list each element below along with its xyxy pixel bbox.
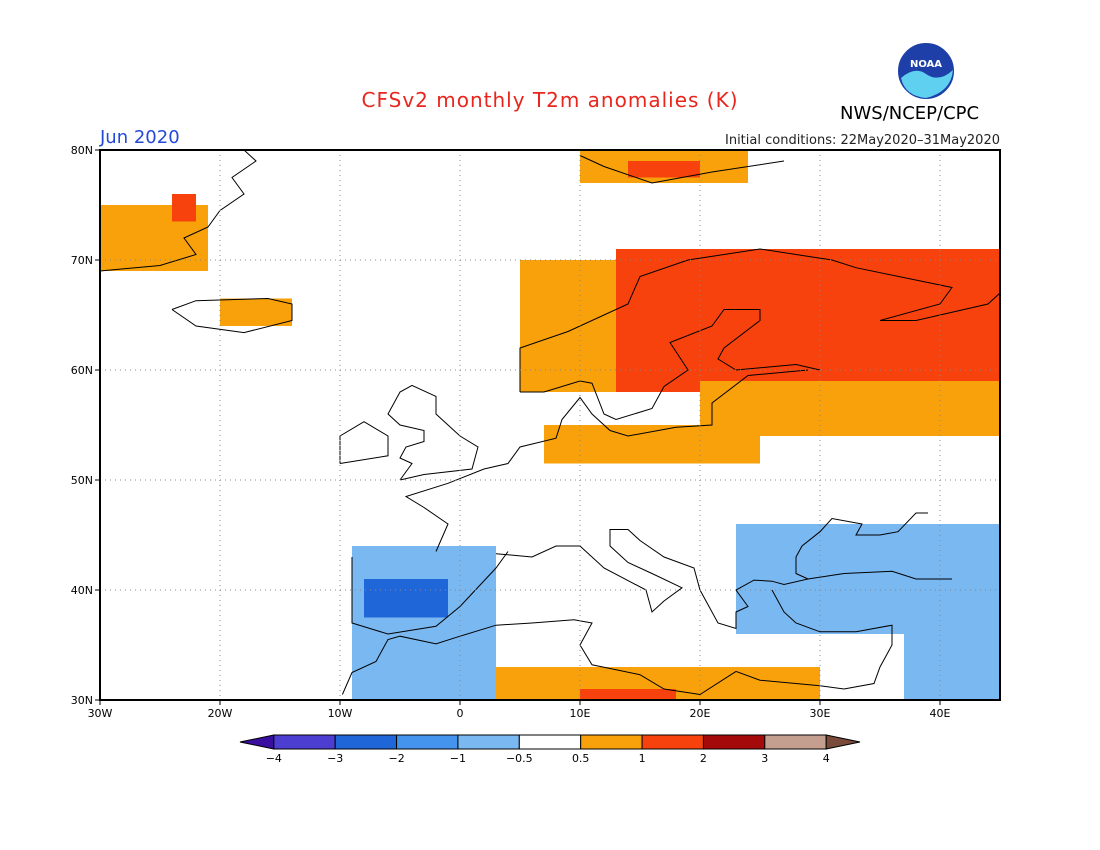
anomaly-region-14 (904, 623, 1000, 700)
agency-label: NWS/NCEP/CPC (840, 103, 980, 124)
coastline-11 (807, 570, 952, 580)
coastline-8 (171, 297, 293, 334)
noaa-logo-icon: NOAA (896, 41, 956, 101)
color-legend: −4 −3 −2 −1 −0.5 0.5 1 2 3 4 (239, 734, 861, 765)
anomaly-region-8 (544, 425, 760, 464)
legend-box (518, 734, 582, 750)
legend-box (580, 734, 643, 750)
lon-tick-label: 10E (570, 707, 591, 720)
coastline-3 (519, 248, 1001, 392)
valid-month: Jun 2020 (100, 127, 180, 148)
lon-tick-label: 40E (930, 707, 951, 720)
legend-tick-label: −2 (388, 752, 404, 765)
lat-tick-label: 50N (71, 474, 93, 487)
lon-tick-label: 10W (328, 707, 353, 720)
legend-tick-label: −4 (266, 752, 282, 765)
lon-tick-label: 20E (690, 707, 711, 720)
coastline-0 (351, 551, 509, 635)
lon-tick-label: 30E (810, 707, 831, 720)
anomaly-fills (100, 150, 1000, 700)
legend-box (641, 734, 704, 750)
anomaly-region-1 (172, 194, 196, 222)
lon-tick-label: 30W (88, 707, 113, 720)
legend-tick-label: −3 (327, 752, 343, 765)
coastline-1 (404, 369, 809, 552)
legend-box (764, 734, 827, 750)
anomaly-region-13 (736, 524, 1000, 634)
map-title: CFSv2 monthly T2m anomalies (K) (361, 88, 739, 112)
coastline-9 (99, 149, 257, 272)
lat-tick-label: 80N (71, 144, 93, 157)
lat-tick-label: 40N (71, 584, 93, 597)
legend-box (702, 734, 766, 750)
legend-tick-label: 4 (823, 752, 830, 765)
anomaly-region-11 (352, 546, 496, 700)
lon-tick-label: 0 (457, 707, 464, 720)
anomaly-region-6 (616, 249, 1000, 392)
anomaly-region-12 (364, 579, 448, 618)
legend-box (273, 734, 336, 750)
lat-tick-label: 60N (71, 364, 93, 377)
lat-tick-label: 30N (71, 694, 93, 707)
legend-box (334, 734, 398, 750)
coastline-6 (495, 512, 928, 630)
coastline-2 (520, 309, 821, 421)
legend-tick-label: 0.5 (572, 752, 590, 765)
anomaly-region-4 (628, 161, 700, 178)
coastline-5 (339, 421, 389, 464)
graticule (100, 150, 1000, 700)
legend-arrow-low (239, 734, 275, 750)
axis-labels: 30W 20W 10W 0 10E 20E 30E 40E 30N 40N 50N 60N 70N 80N (71, 144, 951, 720)
coastline-4 (387, 384, 479, 481)
noaa-logo-text: NOAA (910, 59, 942, 70)
lon-tick-label: 20W (208, 707, 233, 720)
initial-conditions: Initial conditions: 22May2020–31May2020 (725, 133, 1000, 148)
legend-tick-label: 2 (700, 752, 707, 765)
legend-tick-label: 3 (761, 752, 768, 765)
lat-tick-label: 70N (71, 254, 93, 267)
legend-box (396, 734, 459, 750)
legend-tick-label: −0.5 (506, 752, 533, 765)
coastline-10 (579, 155, 785, 184)
legend-tick-label: 1 (639, 752, 646, 765)
legend-tick-label: −1 (450, 752, 466, 765)
legend-box (457, 734, 520, 750)
anomaly-region-10 (580, 689, 676, 700)
coastlines (99, 149, 1001, 696)
legend-arrow-high (825, 734, 861, 750)
map-frame (99, 149, 1001, 701)
anomaly-region-2 (220, 298, 292, 326)
coastline-7 (341, 589, 893, 696)
